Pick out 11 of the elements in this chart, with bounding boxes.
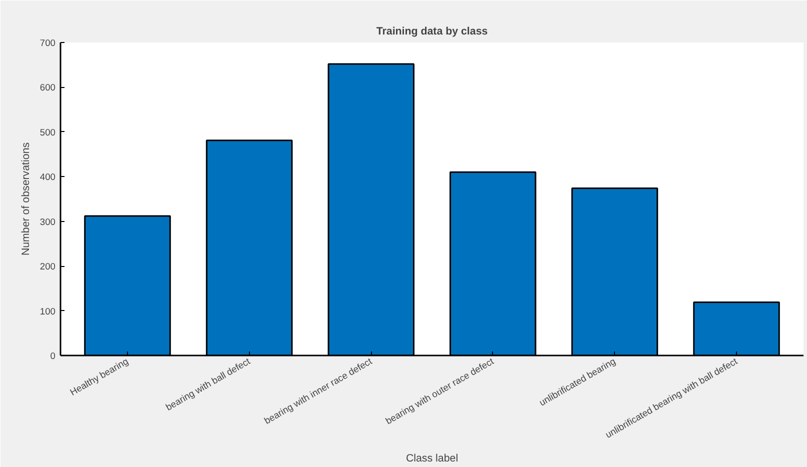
y-axis-title: Number of observations [20,142,32,256]
y-tick-label: 400 [40,172,56,182]
y-tick-label: 300 [40,216,56,227]
y-tick-label: 700 [40,38,56,48]
y-tick-label: 600 [40,82,56,93]
y-tick-label: 500 [40,127,56,138]
y-tick-label: 100 [40,306,56,316]
x-axis-title: Class label [406,452,458,464]
y-tick-label: 0 [50,351,56,361]
y-tick-label: 200 [40,262,56,272]
chart-title: Training data by class [376,26,488,38]
